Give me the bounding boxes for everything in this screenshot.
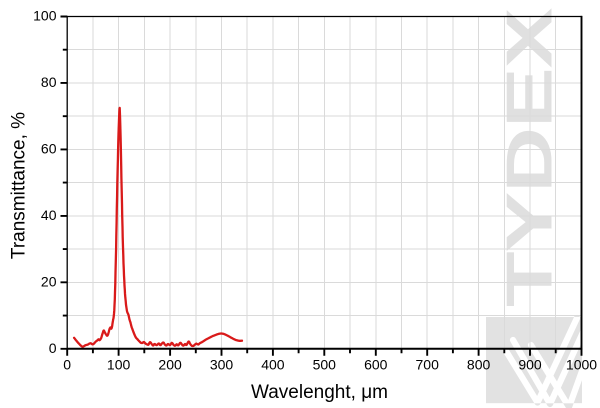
svg-text:TYDEX: TYDEX xyxy=(492,7,565,307)
svg-text:900: 900 xyxy=(518,356,542,372)
svg-text:100: 100 xyxy=(33,8,57,24)
svg-text:Transmittance, %: Transmittance, % xyxy=(9,112,30,259)
svg-text:Wavelenght, μm: Wavelenght, μm xyxy=(251,382,388,403)
svg-text:300: 300 xyxy=(210,356,234,372)
svg-text:100: 100 xyxy=(107,356,131,372)
svg-text:200: 200 xyxy=(158,356,182,372)
svg-text:40: 40 xyxy=(41,207,57,223)
svg-text:60: 60 xyxy=(41,141,57,157)
svg-text:0: 0 xyxy=(49,340,57,356)
svg-text:20: 20 xyxy=(41,273,57,289)
svg-text:800: 800 xyxy=(467,356,491,372)
svg-text:400: 400 xyxy=(261,356,285,372)
svg-text:700: 700 xyxy=(416,356,440,372)
svg-text:80: 80 xyxy=(41,74,57,90)
svg-text:1000: 1000 xyxy=(566,356,597,372)
svg-text:500: 500 xyxy=(313,356,337,372)
svg-text:0: 0 xyxy=(63,356,71,372)
svg-text:600: 600 xyxy=(364,356,388,372)
